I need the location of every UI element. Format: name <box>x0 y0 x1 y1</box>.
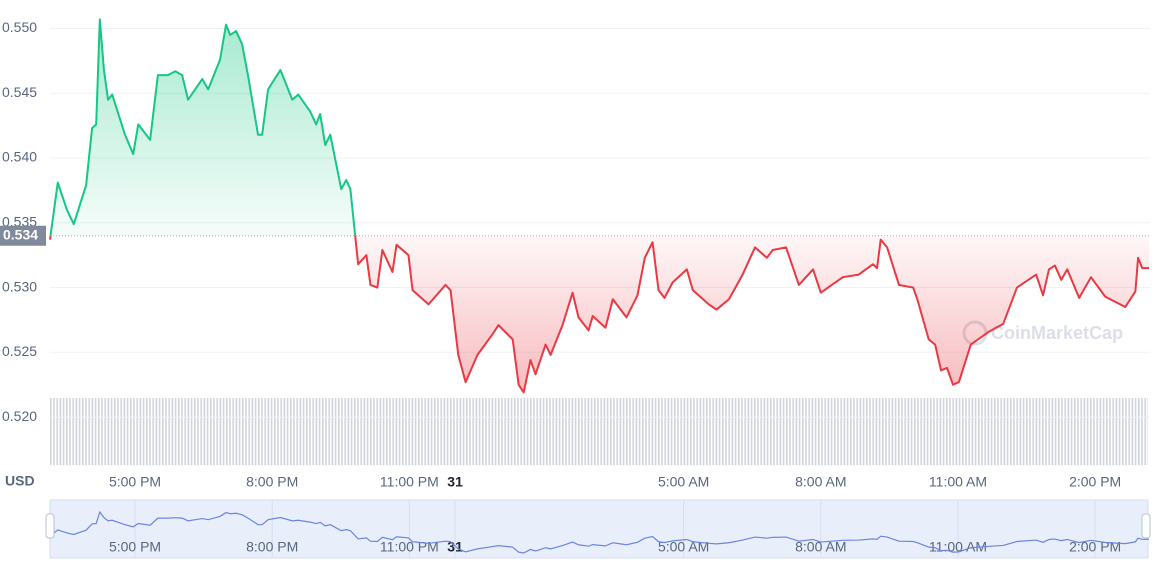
reference-label-box <box>0 225 46 246</box>
x-tick-label: 11:00 AM <box>929 474 987 490</box>
navigator-tick-label: 5:00 PM <box>109 539 161 555</box>
x-tick-label: 8:00 PM <box>246 474 298 490</box>
x-tick-label: 8:00 AM <box>795 474 846 490</box>
navigator-tick-label: 8:00 AM <box>795 539 846 555</box>
x-tick-label: 2:00 PM <box>1069 474 1121 490</box>
reference-label: 0.534 <box>3 226 38 242</box>
navigator-handle[interactable] <box>1141 513 1151 539</box>
y-tick-label: 0.525 <box>2 343 37 359</box>
y-tick-label: 0.545 <box>2 84 37 100</box>
navigator-handle[interactable] <box>45 513 55 539</box>
y-tick-label: 0.520 <box>2 408 37 424</box>
y-tick-label: 0.535 <box>2 213 37 229</box>
navigator-tick-label: 8:00 PM <box>246 539 298 555</box>
x-tick-label: 5:00 PM <box>109 474 161 490</box>
watermark-text: CoinMarketCap <box>991 323 1123 343</box>
price-line-down <box>49 235 1150 394</box>
y-tick-label: 0.540 <box>2 149 37 165</box>
navigator-line <box>49 510 1150 554</box>
currency-label: USD <box>5 473 35 489</box>
y-tick-label: 0.530 <box>2 278 37 294</box>
x-tick-label: 11:00 PM <box>380 474 439 490</box>
area-down <box>50 235 1150 393</box>
price-line-up <box>49 18 357 236</box>
navigator-tick-label: 11:00 PM <box>380 539 439 555</box>
area-up <box>50 19 1150 236</box>
volume-bars <box>50 398 1148 465</box>
x-tick-label: 5:00 AM <box>658 474 709 490</box>
navigator-tick-label: 5:00 AM <box>658 539 709 555</box>
x-tick-label: 31 <box>447 474 463 490</box>
y-tick-label: 0.550 <box>2 19 37 35</box>
navigator <box>49 499 1149 559</box>
